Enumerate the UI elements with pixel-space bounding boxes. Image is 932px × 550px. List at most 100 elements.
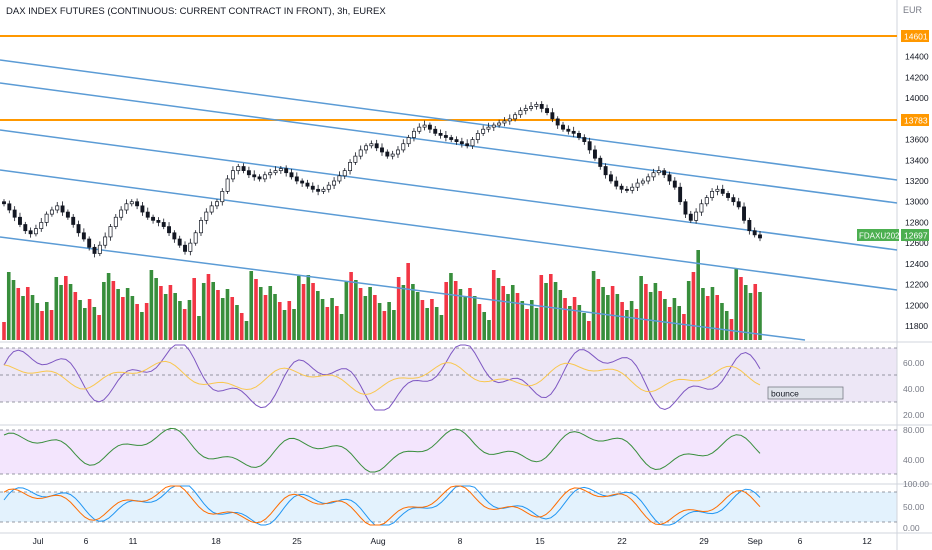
- volume-bar: [292, 309, 296, 340]
- time-tick-label: 22: [617, 536, 627, 546]
- volume-bar: [135, 304, 139, 340]
- volume-bar: [178, 301, 182, 340]
- candle-body: [443, 135, 448, 138]
- oscillator-axis: 80.00 40.00: [903, 425, 925, 465]
- time-tick-label: 6: [84, 536, 89, 546]
- volume-bar: [21, 296, 25, 340]
- volume-bar: [382, 311, 387, 340]
- price-badge-14601: 14601: [901, 30, 929, 42]
- candle-body: [417, 126, 422, 132]
- volume-bar: [73, 292, 78, 340]
- candle-body: [555, 118, 560, 126]
- candle-body: [49, 209, 54, 215]
- candle-body: [177, 238, 182, 246]
- volume-bar: [525, 309, 529, 340]
- candle-body: [433, 128, 438, 134]
- volume-bar: [125, 288, 130, 340]
- candle-body: [12, 209, 17, 218]
- time-tick-label: Sep: [747, 536, 762, 546]
- volume-bar: [140, 312, 144, 340]
- rsi-axis: 60.00 40.00 20.00: [903, 358, 925, 420]
- time-tick-label: 6: [798, 536, 803, 546]
- channel-line-4: [0, 169, 898, 291]
- candle-body: [710, 191, 715, 198]
- svg-text:100.00: 100.00: [903, 479, 929, 489]
- candle-body: [752, 230, 757, 236]
- volume-bar: [644, 284, 648, 340]
- candle-body: [582, 137, 587, 142]
- volume-bar: [572, 297, 577, 340]
- stoch-pane-band: [0, 492, 897, 522]
- candle-body: [624, 188, 629, 191]
- price-tick-label: 13200: [905, 176, 929, 186]
- candle-body: [742, 206, 746, 221]
- volume-bar: [430, 299, 434, 340]
- candle-body: [348, 162, 353, 171]
- candle-body: [539, 104, 544, 109]
- candle-body: [640, 180, 645, 184]
- candle-body: [204, 211, 209, 221]
- candle-body: [87, 238, 92, 248]
- candle-body: [316, 188, 321, 192]
- svg-text:40.00: 40.00: [903, 455, 925, 465]
- candle-body: [380, 147, 384, 153]
- symbol-badge: FDAXU2022: [857, 229, 904, 241]
- volume-bar: [97, 315, 101, 340]
- rsi-indicator: [3, 344, 761, 411]
- volume-bar: [701, 288, 705, 340]
- time-tick-label: 29: [699, 536, 709, 546]
- volume-bar: [268, 286, 273, 340]
- volume-bar: [368, 287, 372, 340]
- candle-body: [358, 149, 363, 157]
- volume-bar: [468, 288, 472, 340]
- volume-bar: [682, 314, 686, 340]
- volume-bar: [258, 287, 263, 340]
- price-candles: [2, 101, 762, 258]
- candle-body: [289, 172, 294, 178]
- svg-text:FDAXU2022: FDAXU2022: [859, 232, 904, 241]
- last-price-badge: 12697: [901, 229, 929, 241]
- candle-body: [438, 133, 443, 136]
- volume-bar: [354, 280, 358, 340]
- channel-lines[interactable]: [0, 59, 898, 341]
- volume-bar: [506, 294, 510, 340]
- volume-bar: [220, 298, 225, 340]
- volume-bar: [653, 283, 658, 340]
- volume-bar: [197, 316, 201, 340]
- candle-body: [699, 203, 704, 213]
- candle-body: [758, 234, 762, 239]
- candle-body: [209, 205, 214, 213]
- candle-body: [475, 133, 480, 140]
- volume-bar: [102, 282, 106, 340]
- candle-body: [119, 209, 124, 218]
- volume-bar: [520, 301, 525, 340]
- volume-bar: [392, 310, 396, 340]
- stoch-axis: 100.00 50.00 0.00: [903, 479, 929, 533]
- volume-bar: [568, 306, 572, 340]
- price-tick-label: 12400: [905, 259, 929, 269]
- volume-bar: [743, 285, 748, 340]
- svg-text:40.00: 40.00: [903, 384, 925, 394]
- price-tick-label: 12200: [905, 280, 929, 290]
- volume-bar: [629, 301, 634, 340]
- volume-bar: [301, 284, 306, 340]
- volume-bar: [235, 305, 239, 340]
- candle-body: [199, 220, 203, 234]
- candle-body: [449, 137, 454, 140]
- price-axis[interactable]: 1460014400142001400013800136001340013200…: [905, 31, 929, 331]
- candle-body: [396, 149, 400, 155]
- volume-bar: [40, 311, 44, 340]
- time-tick-label: 25: [292, 536, 302, 546]
- candle-body: [353, 155, 358, 163]
- time-axis[interactable]: Jul 6 11 18 25 Aug 8 15 22 29 Sep 6 12: [33, 536, 872, 546]
- volume-bar: [482, 312, 487, 340]
- volume-bar: [739, 277, 743, 340]
- volume-bar: [87, 299, 92, 340]
- candle-body: [215, 201, 219, 207]
- bounce-annotation[interactable]: bounce: [767, 386, 844, 400]
- volume-bar: [387, 302, 391, 340]
- volume-bar: [11, 280, 16, 340]
- price-tick-label: 13000: [905, 197, 929, 207]
- volume-bar: [277, 302, 282, 340]
- volume-bar: [534, 308, 539, 340]
